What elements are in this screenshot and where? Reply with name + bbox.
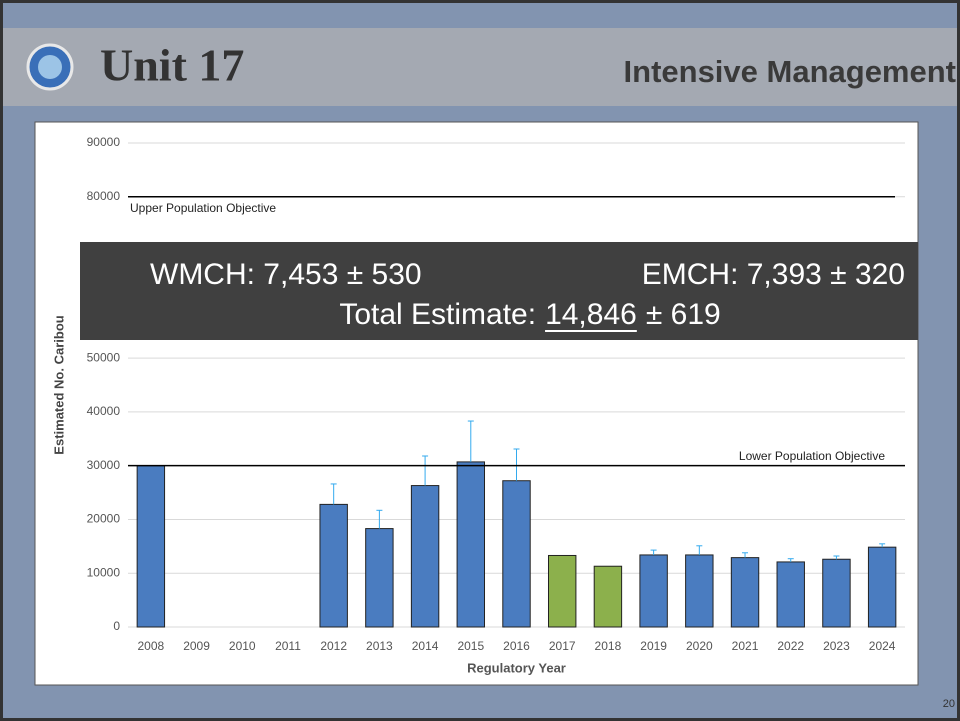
- y-tick-label: 80000: [87, 189, 121, 203]
- error-bar: [833, 555, 840, 560]
- bar: [730, 557, 760, 628]
- error-bar: [879, 543, 886, 548]
- y-tick-label: 50000: [87, 350, 121, 364]
- x-tick-label: 2014: [412, 639, 439, 653]
- x-tick-label: 2017: [549, 639, 576, 653]
- banner-emch: EMCH: 7,393 ± 320: [642, 258, 905, 291]
- bar: [639, 554, 668, 628]
- reference-label: Lower Population Objective: [739, 449, 885, 463]
- banner-total-error: ± 619: [646, 298, 721, 331]
- bar: [776, 561, 805, 628]
- x-tick-label: 2008: [138, 639, 165, 653]
- x-tick-label: 2012: [320, 639, 347, 653]
- y-tick-label: 20000: [87, 512, 121, 526]
- banner-total-label: Total Estimate:: [339, 298, 536, 331]
- estimate-banner: [80, 242, 918, 340]
- bar: [456, 461, 486, 628]
- x-tick-label: 2020: [686, 639, 713, 653]
- bar: [502, 480, 531, 628]
- x-tick-label: 2009: [183, 639, 210, 653]
- bar: [867, 546, 897, 628]
- error-bar: [787, 558, 794, 562]
- x-tick-label: 2018: [595, 639, 622, 653]
- bar: [822, 558, 851, 628]
- error-bar: [422, 455, 429, 486]
- bar: [365, 528, 394, 628]
- y-tick-label: 40000: [87, 404, 121, 418]
- y-tick-label: 30000: [87, 458, 121, 472]
- x-tick-label: 2021: [732, 639, 759, 653]
- x-tick-label: 2016: [503, 639, 530, 653]
- x-tick-label: 2013: [366, 639, 393, 653]
- slide-title: Unit 17: [100, 40, 244, 91]
- bar: [319, 503, 348, 628]
- x-tick-label: 2011: [275, 639, 301, 653]
- y-tick-label: 0: [113, 619, 120, 633]
- x-tick-label: 2023: [823, 639, 850, 653]
- reference-label: Upper Population Objective: [130, 201, 276, 215]
- error-bar: [513, 448, 520, 481]
- x-tick-label: 2010: [229, 639, 256, 653]
- banner-wmch: WMCH: 7,453 ± 530: [150, 258, 422, 291]
- page-number: 20: [943, 698, 955, 710]
- x-tick-label: 2022: [777, 639, 804, 653]
- y-tick-label: 90000: [87, 135, 121, 149]
- bar: [410, 485, 440, 628]
- error-bar: [467, 420, 474, 462]
- bar: [593, 565, 623, 628]
- bar: [136, 465, 166, 628]
- y-axis-label: Estimated No. Caribou: [51, 315, 66, 454]
- x-tick-label: 2024: [869, 639, 896, 653]
- error-bar: [376, 509, 383, 529]
- header-band: [3, 28, 957, 106]
- x-tick-label: 2015: [457, 639, 484, 653]
- x-tick-label: 2019: [640, 639, 667, 653]
- error-bar: [330, 483, 337, 505]
- x-axis-label: Regulatory Year: [467, 660, 566, 675]
- error-bar: [650, 549, 657, 555]
- logo-inner: [38, 55, 62, 79]
- y-tick-label: 10000: [87, 565, 121, 579]
- error-bar: [696, 545, 703, 555]
- banner-total-value: 14,846: [545, 298, 637, 331]
- error-bar: [742, 552, 749, 558]
- bar: [685, 554, 714, 628]
- bar: [547, 554, 577, 628]
- slide-subtitle: Intensive Management: [624, 54, 956, 89]
